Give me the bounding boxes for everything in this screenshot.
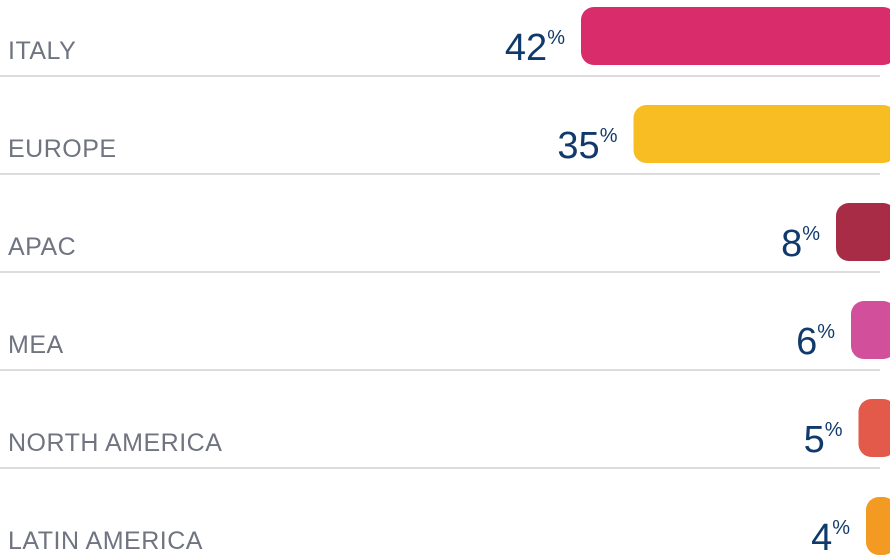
category-label: EUROPE [8, 135, 117, 163]
bar [633, 105, 890, 163]
bar [858, 399, 890, 457]
bar [866, 497, 890, 555]
value-label: 8% [781, 223, 820, 265]
value-label: 4% [811, 517, 850, 558]
bar [851, 301, 890, 359]
category-label: APAC [8, 233, 76, 261]
category-label: ITALY [8, 37, 76, 65]
bar [836, 203, 890, 261]
category-label: NORTH AMERICA [8, 429, 222, 457]
value-label: 5% [804, 419, 843, 461]
bar [581, 7, 890, 65]
category-label: LATIN AMERICA [8, 527, 203, 555]
value-label: 42% [505, 27, 565, 69]
category-label: MEA [8, 331, 64, 359]
value-label: 35% [557, 125, 617, 167]
value-label: 6% [796, 321, 835, 363]
